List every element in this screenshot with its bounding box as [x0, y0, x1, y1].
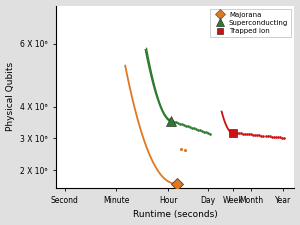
X-axis label: Runtime (seconds): Runtime (seconds) [133, 210, 218, 219]
Y-axis label: Physical Qubits: Physical Qubits [6, 62, 15, 131]
Legend: Majorana, Superconducting, Trapped ion: Majorana, Superconducting, Trapped ion [210, 9, 291, 37]
